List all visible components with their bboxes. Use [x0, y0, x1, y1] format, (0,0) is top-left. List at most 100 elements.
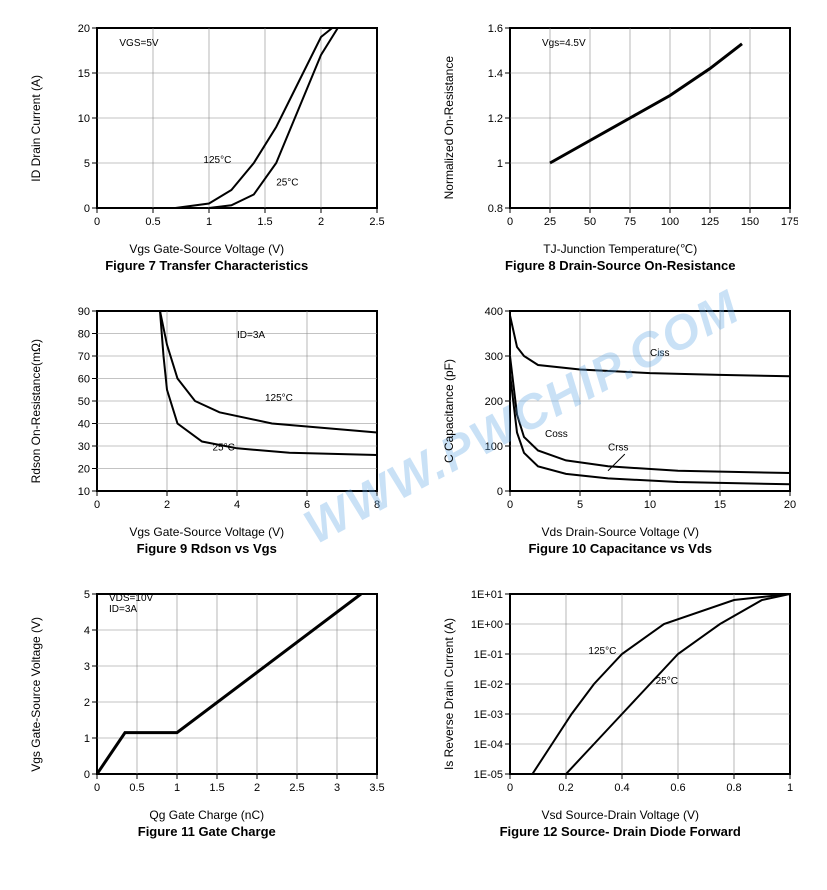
fig11-annot: ID=3A: [109, 604, 137, 615]
svg-text:1.6: 1.6: [488, 23, 503, 35]
svg-text:0.8: 0.8: [727, 782, 742, 794]
fig12-plot: 00.20.40.60.811E-051E-041E-031E-021E-011…: [462, 586, 798, 802]
fig12-xlabel: Vsd Source-Drain Voltage (V): [542, 808, 699, 822]
chart-fig11: Vgs Gate-Source Voltage (V) 0 0.5 1 1.5 2 2.5 3…: [20, 586, 394, 839]
svg-text:30: 30: [78, 441, 90, 453]
chart-fig8: Normalized On-Resistance0255075100125150…: [434, 20, 808, 273]
svg-text:40: 40: [78, 419, 90, 431]
svg-text:4: 4: [84, 625, 90, 637]
svg-text:1E-03: 1E-03: [474, 709, 503, 721]
svg-text:1E-04: 1E-04: [474, 739, 503, 751]
fig8-caption: Figure 8 Drain-Source On-Resistance: [505, 258, 735, 273]
svg-text:20: 20: [784, 499, 796, 511]
svg-text:1.5: 1.5: [209, 782, 224, 794]
svg-text:0: 0: [507, 499, 513, 511]
chart-fig10: C Capacitance (pF)051015200100200300400C…: [434, 303, 808, 556]
svg-text:0: 0: [507, 782, 513, 794]
fig10-ylabel: C Capacitance (pF): [442, 359, 456, 463]
svg-text:100: 100: [485, 441, 503, 453]
svg-text:0.6: 0.6: [671, 782, 686, 794]
fig12-ylabel: Is Reverse Drain Current (A): [442, 618, 456, 770]
svg-text:50: 50: [78, 396, 90, 408]
svg-text:10: 10: [644, 499, 656, 511]
svg-text:1E+00: 1E+00: [471, 619, 503, 631]
fig11-caption: Figure 11 Gate Charge: [138, 824, 276, 839]
svg-text:70: 70: [78, 351, 90, 363]
fig8-plot: 02550751001251501750.811.21.41.6Vgs=4.5V: [462, 20, 798, 236]
fig11-annot: VDS=10V: [109, 593, 154, 604]
svg-text:2: 2: [164, 499, 170, 511]
fig12-annot: 125°C: [589, 646, 617, 657]
fig9-xlabel: Vgs Gate-Source Voltage (V): [129, 525, 284, 539]
svg-text:15: 15: [714, 499, 726, 511]
svg-text:0: 0: [84, 769, 90, 781]
fig7-annot: 25°C: [276, 178, 298, 189]
svg-text:2: 2: [84, 697, 90, 709]
fig7-ylabel: ID Drain Current (A): [29, 75, 43, 182]
svg-text:1.5: 1.5: [257, 216, 272, 228]
svg-text:0: 0: [94, 782, 100, 794]
svg-text:90: 90: [78, 306, 90, 318]
svg-text:400: 400: [485, 306, 503, 318]
fig10-annot: Crss: [608, 443, 629, 454]
svg-text:0: 0: [84, 203, 90, 215]
svg-text:80: 80: [78, 329, 90, 341]
svg-text:300: 300: [485, 351, 503, 363]
svg-text:5: 5: [84, 158, 90, 170]
svg-text:1E-01: 1E-01: [474, 649, 503, 661]
fig8-ylabel: Normalized On-Resistance: [442, 56, 456, 199]
chart-fig9: Rdson On-Resistance(mΩ)02468102030405060…: [20, 303, 394, 556]
fig10-caption: Figure 10 Capacitance vs Vds: [528, 541, 712, 556]
svg-text:0.4: 0.4: [615, 782, 630, 794]
svg-text:5: 5: [577, 499, 583, 511]
svg-text:2.5: 2.5: [289, 782, 304, 794]
svg-text:8: 8: [374, 499, 380, 511]
svg-text:10: 10: [78, 113, 90, 125]
fig7-annot: 125°C: [203, 155, 231, 166]
charts-grid: ID Drain Current (A)00.511.522.505101520…: [20, 20, 807, 839]
svg-text:0: 0: [507, 216, 513, 228]
svg-text:20: 20: [78, 464, 90, 476]
svg-text:2.5: 2.5: [369, 216, 384, 228]
fig7-annot: VGS=5V: [119, 38, 159, 49]
svg-text:1E-05: 1E-05: [474, 769, 503, 781]
svg-text:1E-02: 1E-02: [474, 679, 503, 691]
svg-text:15: 15: [78, 68, 90, 80]
svg-text:125: 125: [701, 216, 719, 228]
fig12-caption: Figure 12 Source- Drain Diode Forward: [500, 824, 741, 839]
fig10-annot: Coss: [545, 429, 568, 440]
svg-text:0.8: 0.8: [488, 203, 503, 215]
fig11-ylabel: Vgs Gate-Source Voltage (V): [29, 617, 43, 772]
fig10-annot: Ciss: [650, 348, 669, 359]
fig9-annot: 125°C: [265, 393, 293, 404]
fig12-annot: 25°C: [656, 676, 678, 687]
fig9-plot: 02468102030405060708090ID=3A125°C25°C: [49, 303, 385, 519]
fig10-xlabel: Vds Drain-Source Voltage (V): [542, 525, 699, 539]
svg-text:3.5: 3.5: [369, 782, 384, 794]
svg-text:100: 100: [661, 216, 679, 228]
svg-text:1: 1: [174, 782, 180, 794]
svg-text:75: 75: [624, 216, 636, 228]
svg-text:6: 6: [304, 499, 310, 511]
svg-text:0.5: 0.5: [129, 782, 144, 794]
fig10-plot: 051015200100200300400CissCossCrss: [462, 303, 798, 519]
svg-text:2: 2: [318, 216, 324, 228]
svg-text:175: 175: [781, 216, 798, 228]
fig9-ylabel: Rdson On-Resistance(mΩ): [29, 339, 43, 483]
svg-text:20: 20: [78, 23, 90, 35]
svg-text:0: 0: [94, 216, 100, 228]
fig9-annot: 25°C: [212, 443, 234, 454]
svg-text:1.2: 1.2: [488, 113, 503, 125]
fig8-annot: Vgs=4.5V: [542, 38, 586, 49]
svg-text:3: 3: [334, 782, 340, 794]
svg-text:2: 2: [254, 782, 260, 794]
svg-text:1: 1: [206, 216, 212, 228]
fig7-plot: 0 0.5 1 1.5 2 2.5 0 5 10 15 20 VGS=5V 125°C 25°C: [49, 20, 385, 236]
fig11-plot: 00.511.522.533.5012345VDS=10VID=3A: [49, 586, 385, 802]
chart-fig7: ID Drain Current (A) 0 0.5 1 1.5 2 2.5 0 5 10 15 20…: [20, 20, 394, 273]
svg-text:0.5: 0.5: [145, 216, 160, 228]
svg-text:0: 0: [497, 486, 503, 498]
fig7-caption: Figure 7 Transfer Characteristics: [105, 258, 308, 273]
svg-text:1E+01: 1E+01: [471, 589, 503, 601]
fig11-xlabel: Qg Gate Charge (nC): [149, 808, 264, 822]
